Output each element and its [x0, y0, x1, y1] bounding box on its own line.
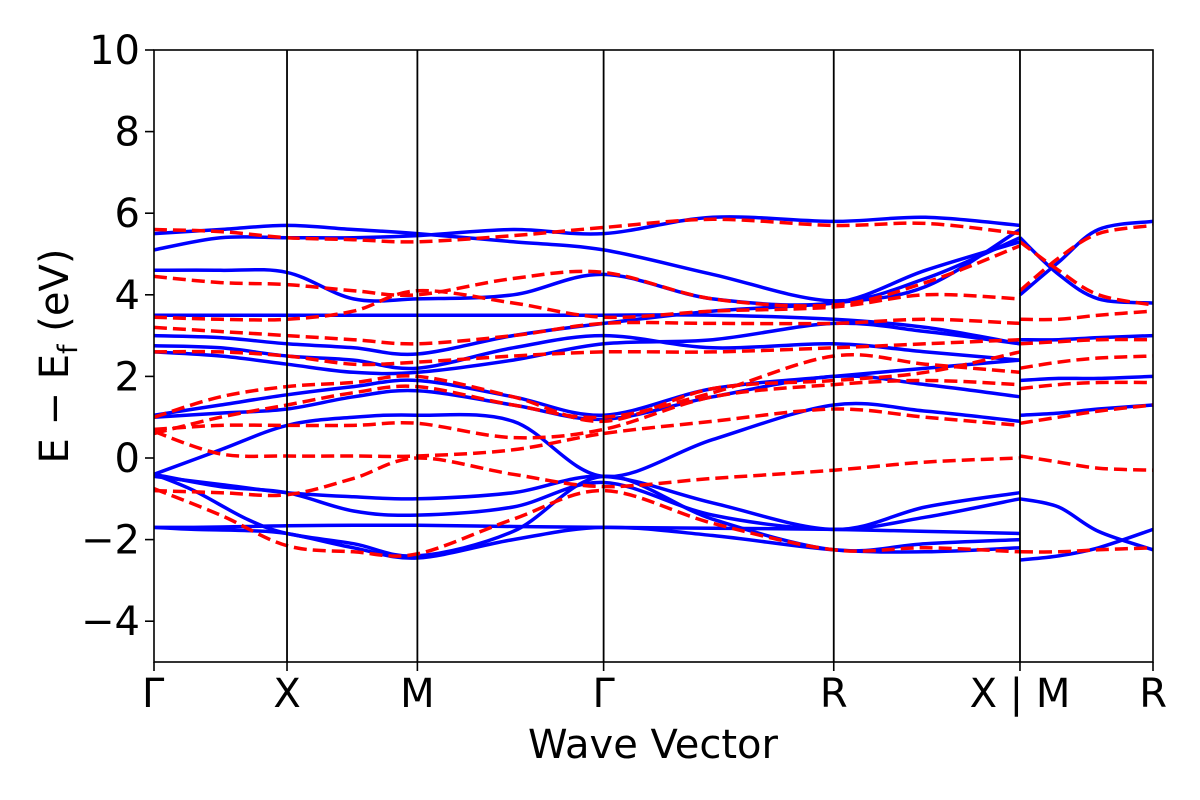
solid-band-4: [153, 474, 1021, 532]
dashed-band-0: [153, 486, 1021, 558]
plot-frame: [153, 49, 1154, 663]
dashed-band-7: [153, 317, 1021, 346]
x-tick-label: X: [273, 671, 300, 717]
solid-band-19: [1019, 333, 1154, 342]
y-tick-label: −2: [81, 518, 140, 564]
solid-band-12: [153, 240, 1021, 307]
solid-band-13: [153, 215, 1021, 252]
y-tick-label: −4: [81, 599, 140, 645]
dashed-band-2: [153, 407, 1021, 459]
dashed-band-12: [1019, 454, 1154, 472]
y-tick-label: 0: [115, 436, 140, 482]
dashed-band-18: [1018, 240, 1154, 307]
y-axis-title-sub: f: [53, 343, 84, 354]
solid-band-16: [1019, 497, 1154, 552]
high-symmetry-lines: [286, 50, 1021, 662]
dashed-band-13: [1019, 403, 1154, 426]
y-tick-label: 10: [89, 28, 140, 74]
y-axis-title-main: E − E: [32, 354, 78, 464]
dashed-band-19: [1018, 223, 1154, 293]
solid-band-20: [1018, 219, 1154, 297]
bands-layer: [153, 215, 1154, 562]
y-axis: −4 −2 0 2 4 6 8 10: [81, 28, 154, 645]
y-tick-label: 8: [115, 110, 140, 156]
dashed-band-5: [153, 350, 1021, 424]
dashed-band-1: [153, 456, 1021, 498]
dashed-band-15: [1019, 354, 1154, 370]
y-tick-label: 2: [115, 354, 140, 400]
x-axis-title: Wave Vector: [528, 722, 779, 768]
dashed-band-10: [153, 217, 1021, 244]
solid-band-11: [154, 313, 1021, 346]
solid-band-21: [1018, 236, 1154, 305]
x-axis: Γ X M Γ R X | M R: [142, 662, 1167, 717]
solid-band-14: [153, 223, 1021, 303]
dashed-band-9: [153, 244, 1021, 308]
dashed-band-17: [1019, 309, 1154, 322]
solid-band-5: [153, 401, 1021, 479]
dashed-band-11: [1019, 546, 1154, 554]
y-tick-label: 6: [115, 191, 140, 237]
solid-band-3: [153, 472, 1021, 532]
dashed-band-14: [1019, 380, 1154, 391]
dashed-band-4: [153, 352, 1021, 436]
x-tick-label: R: [1139, 671, 1167, 717]
dashed-band-16: [1019, 337, 1154, 346]
y-axis-title-unit: (eV): [32, 249, 78, 345]
dashed-band-3: [153, 378, 1021, 440]
y-tick-label: 4: [115, 273, 140, 319]
y-axis-title: E − Ef (eV): [32, 249, 84, 464]
x-tick-label: Γ: [142, 671, 165, 717]
dashed-band-8: [153, 288, 1021, 322]
x-tick-label: X | M: [970, 671, 1071, 717]
x-tick-label: Γ: [592, 671, 615, 717]
x-tick-label: M: [400, 671, 435, 717]
solid-band-17: [1019, 403, 1154, 417]
solid-band-15: [1019, 527, 1154, 562]
solid-band-18: [1019, 374, 1154, 383]
x-tick-label: R: [820, 671, 848, 717]
dashed-band-6: [153, 337, 1021, 367]
